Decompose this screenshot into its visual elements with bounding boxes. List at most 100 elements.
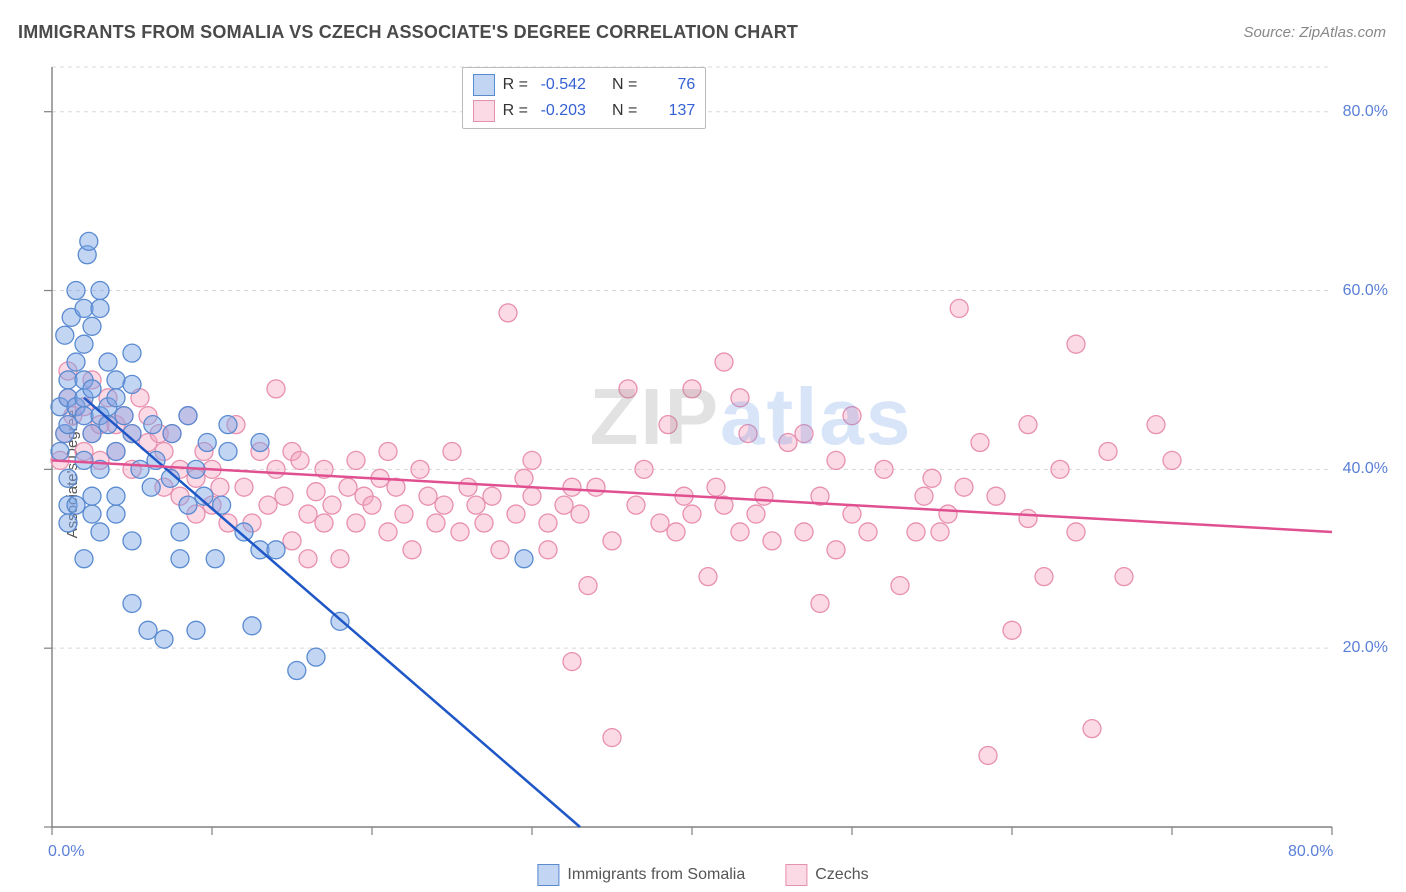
point-czechs <box>539 541 557 559</box>
point-czechs <box>475 514 493 532</box>
point-somalia <box>59 514 77 532</box>
point-czechs <box>299 505 317 523</box>
point-czechs <box>539 514 557 532</box>
y-tick-label: 20.0% <box>1343 639 1388 657</box>
point-czechs <box>859 523 877 541</box>
bottom-legend-item-czechs: Czechs <box>785 864 868 886</box>
point-somalia <box>75 299 93 317</box>
point-czechs <box>1083 720 1101 738</box>
point-czechs <box>939 505 957 523</box>
series-legend: Immigrants from Somalia Czechs <box>537 864 868 886</box>
point-czechs <box>275 487 293 505</box>
point-somalia <box>307 648 325 666</box>
point-somalia <box>515 550 533 568</box>
point-somalia <box>83 487 101 505</box>
point-czechs <box>979 746 997 764</box>
legend-r-value: -0.542 <box>536 76 586 94</box>
point-somalia <box>83 425 101 443</box>
point-somalia <box>115 407 133 425</box>
point-czechs <box>379 442 397 460</box>
x-tick-label: 80.0% <box>1288 843 1333 861</box>
point-czechs <box>731 389 749 407</box>
y-tick-label: 60.0% <box>1343 282 1388 300</box>
point-czechs <box>339 478 357 496</box>
point-czechs <box>707 478 725 496</box>
x-tick-label: 0.0% <box>48 843 84 861</box>
chart-wrap: Associate's Degree 20.0%40.0%60.0%80.0% … <box>0 55 1406 892</box>
point-czechs <box>843 407 861 425</box>
point-somalia <box>187 621 205 639</box>
point-czechs <box>915 487 933 505</box>
point-czechs <box>795 523 813 541</box>
scatter-chart-svg <box>0 55 1392 857</box>
point-czechs <box>587 478 605 496</box>
point-somalia <box>142 478 160 496</box>
point-czechs <box>211 478 229 496</box>
point-somalia <box>123 344 141 362</box>
point-czechs <box>1019 510 1037 528</box>
point-czechs <box>523 451 541 469</box>
point-czechs <box>347 514 365 532</box>
point-czechs <box>331 550 349 568</box>
point-czechs <box>411 460 429 478</box>
point-czechs <box>259 496 277 514</box>
point-somalia <box>131 460 149 478</box>
point-somalia <box>171 550 189 568</box>
point-somalia <box>91 299 109 317</box>
point-somalia <box>67 282 85 300</box>
point-somalia <box>107 487 125 505</box>
point-czechs <box>323 496 341 514</box>
legend-swatch-somalia <box>473 74 495 96</box>
point-czechs <box>715 353 733 371</box>
point-somalia <box>67 353 85 371</box>
point-somalia <box>91 282 109 300</box>
point-somalia <box>83 505 101 523</box>
point-somalia <box>59 371 77 389</box>
bottom-legend-item-somalia: Immigrants from Somalia <box>537 864 745 886</box>
point-czechs <box>763 532 781 550</box>
point-somalia <box>243 617 261 635</box>
point-czechs <box>1067 335 1085 353</box>
point-czechs <box>523 487 541 505</box>
point-czechs <box>779 434 797 452</box>
point-czechs <box>747 505 765 523</box>
point-czechs <box>315 514 333 532</box>
point-somalia <box>198 434 216 452</box>
point-czechs <box>579 577 597 595</box>
point-czechs <box>459 478 477 496</box>
legend-n-label: N = <box>612 76 637 94</box>
point-czechs <box>923 469 941 487</box>
point-czechs <box>891 577 909 595</box>
point-czechs <box>827 451 845 469</box>
point-czechs <box>651 514 669 532</box>
point-czechs <box>619 380 637 398</box>
point-somalia <box>51 442 69 460</box>
point-czechs <box>971 434 989 452</box>
point-somalia <box>107 505 125 523</box>
point-czechs <box>931 523 949 541</box>
point-somalia <box>219 416 237 434</box>
legend-row-somalia: R =-0.542N =76 <box>473 72 696 98</box>
chart-title: IMMIGRANTS FROM SOMALIA VS CZECH ASSOCIA… <box>18 22 798 43</box>
legend-swatch-czechs <box>473 100 495 122</box>
point-somalia <box>107 442 125 460</box>
point-somalia <box>219 442 237 460</box>
point-czechs <box>379 523 397 541</box>
point-czechs <box>699 568 717 586</box>
bottom-legend-label: Immigrants from Somalia <box>567 866 745 884</box>
point-czechs <box>907 523 925 541</box>
page-root: IMMIGRANTS FROM SOMALIA VS CZECH ASSOCIA… <box>0 0 1406 892</box>
point-czechs <box>843 505 861 523</box>
point-czechs <box>755 487 773 505</box>
y-tick-label: 40.0% <box>1343 460 1388 478</box>
point-czechs <box>467 496 485 514</box>
point-czechs <box>283 532 301 550</box>
point-czechs <box>291 451 309 469</box>
point-somalia <box>206 550 224 568</box>
point-somalia <box>267 541 285 559</box>
point-czechs <box>1051 460 1069 478</box>
y-tick-label: 80.0% <box>1343 103 1388 121</box>
point-czechs <box>1035 568 1053 586</box>
point-czechs <box>1163 451 1181 469</box>
point-somalia <box>75 407 93 425</box>
